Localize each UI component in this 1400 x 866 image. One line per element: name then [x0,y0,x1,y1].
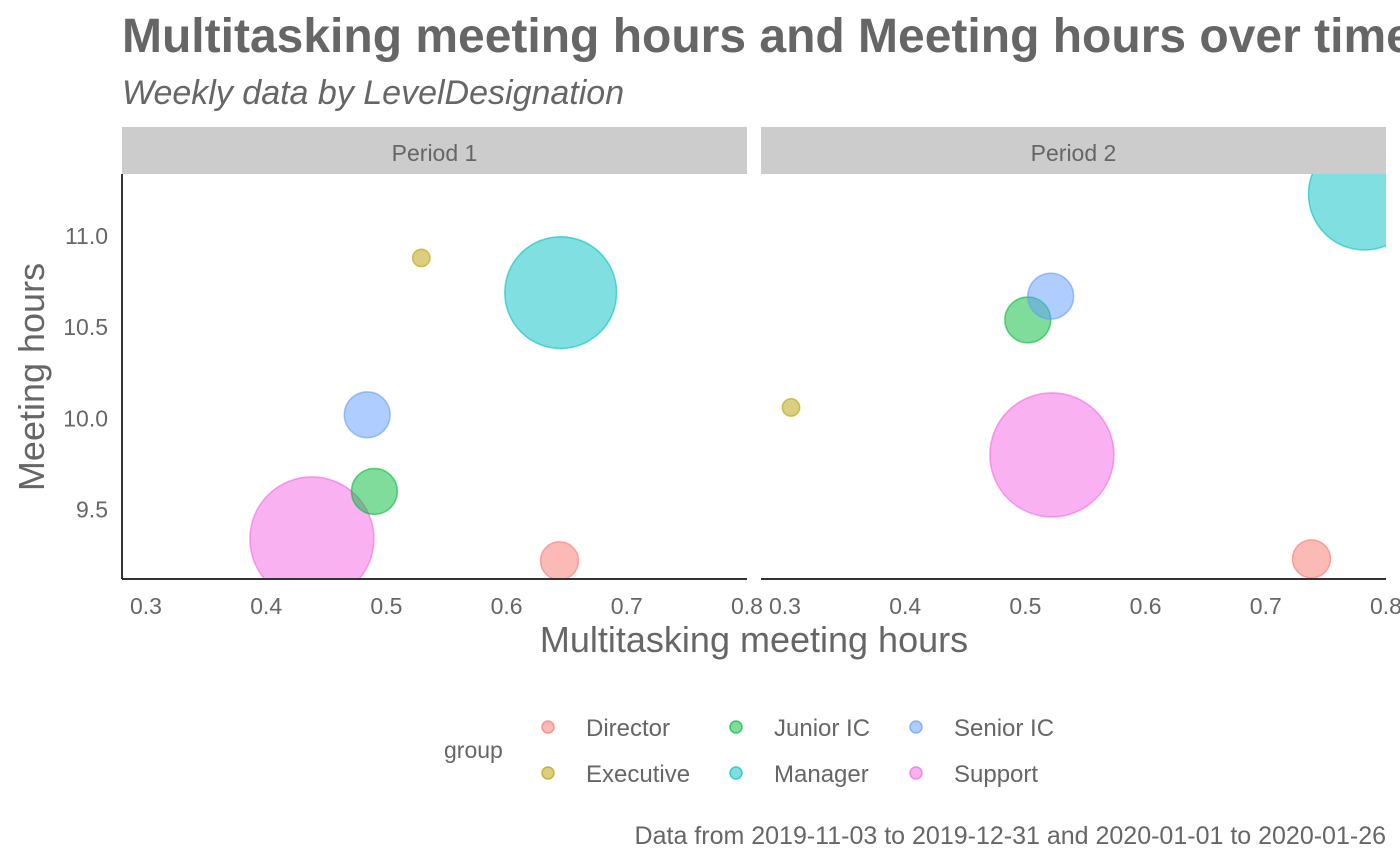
legend-key-junior-ic [729,720,743,734]
point-manager-period-2 [1307,174,1386,251]
x-tick-label-panel-1: 0.4 [250,593,282,619]
legend-title: group [444,737,503,763]
legend-label-support: Support [954,761,1038,788]
legend-label-executive: Executive [586,761,690,788]
point-support-period-1 [249,476,375,579]
legend-items: Director Executive Junior IC Manager Senior … [541,715,1054,788]
x-tick-label-panel-2: 0.4 [889,593,921,619]
chart-subtitle: Weekly data by LevelDesignation [122,74,624,112]
x-tick-label-panel-2: 0.7 [1250,593,1282,619]
legend-label-junior-ic: Junior IC [774,715,870,742]
x-tick-label-panel-2: 0.5 [1009,593,1041,619]
legend-label-manager: Manager [774,761,869,788]
point-manager-period-1 [504,235,618,350]
point-senior-ic-period-2 [1027,272,1075,320]
x-axis-ticks: 0.3 0.4 0.5 0.6 0.7 0.8 0.3 0.4 0.5 0.6 0.7 0.8 [130,593,1400,619]
legend-label-director: Director [586,715,670,742]
y-axis-title: Meeting hours [11,263,52,491]
chart-title: Multitasking meeting hours and Meeting h… [122,10,1400,63]
x-tick-label-panel-1: 0.3 [130,593,162,619]
x-tick-label-panel-1: 0.7 [611,593,643,619]
panel-1 [249,235,618,579]
x-tick-label-panel-2: 0.6 [1130,593,1162,619]
facet-strip-label-1: Period 1 [392,140,478,166]
panel-2 [781,174,1386,579]
point-senior-ic-period-1 [343,391,391,439]
y-tick-label: 10.5 [63,314,108,340]
legend-key-executive [541,766,555,780]
y-axis-ticks: 9.5 10.0 10.5 11.0 [63,223,108,523]
point-junior-ic-period-1 [350,467,399,516]
x-axis-title: Multitasking meeting hours [540,619,968,660]
x-tick-label-panel-2: 0.3 [769,593,801,619]
legend-key-director [541,720,555,734]
legend-label-senior-ic: Senior IC [954,715,1054,742]
facet-strip-2 [761,127,1386,174]
y-tick-label: 10.0 [63,406,108,432]
facet-strip-1 [122,127,747,174]
legend-key-support [909,766,923,780]
y-tick-label: 11.0 [65,223,108,249]
panel-2-marks [781,174,1386,579]
x-tick-label-panel-1: 0.8 [731,593,763,619]
point-executive-period-2 [781,398,801,417]
legend: group Director Executive Junior IC Manager S… [444,715,1054,788]
x-tick-label-panel-2: 0.8 [1370,593,1400,619]
x-tick-label-panel-1: 0.6 [491,593,523,619]
point-executive-period-1 [411,248,431,268]
facet-strip-label-2: Period 2 [1031,140,1117,166]
point-support-period-2 [989,392,1115,518]
y-tick-label: 9.5 [76,497,108,523]
x-tick-label-panel-1: 0.5 [370,593,402,619]
chart-caption: Data from 2019-11-03 to 2019-12-31 and 2… [635,822,1386,850]
panel-1-marks [249,235,618,579]
point-director-period-2 [1291,539,1332,579]
legend-key-senior-ic [909,720,923,734]
legend-key-manager [729,766,743,780]
point-director-period-1 [539,541,580,579]
